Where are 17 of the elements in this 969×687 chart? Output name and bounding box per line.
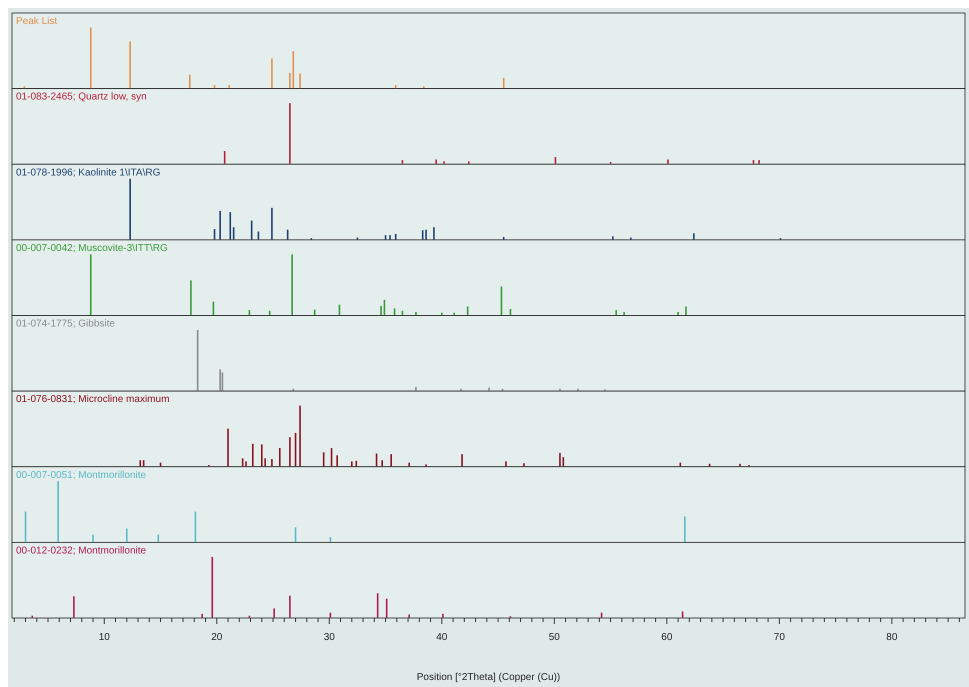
x-tick-label: 70 [774, 632, 786, 643]
chart-title: 00-007-0042; Muscovite-3\ITT\RG [16, 242, 168, 254]
x-tick-label: 10 [98, 632, 110, 643]
chart-title: 00-007-0051; Montmorillonite [16, 470, 147, 481]
x-tick-label: 30 [324, 632, 336, 643]
x-tick-label: 60 [661, 632, 673, 643]
x-axis-title: Position [°2Theta] (Copper (Cu)) [416, 672, 560, 683]
x-tick-label: 40 [436, 632, 448, 643]
chart-title: 01-083-2465; Quartz low, syn [16, 92, 147, 103]
x-tick-label: 20 [211, 632, 223, 643]
chart-title: 01-078-1996; Kaolinite 1\ITA\RG [16, 167, 161, 178]
x-tick-label: 50 [548, 632, 560, 643]
chart-title: 01-076-0831; Microcline maximum [16, 394, 170, 406]
x-tick-label: 80 [886, 632, 898, 643]
chart-title: 01-074-1775; Gibbsite [16, 318, 116, 330]
chart-title: Peak List [16, 16, 58, 27]
chart-title: 00-012-0232; Montmorillonite [16, 545, 147, 556]
